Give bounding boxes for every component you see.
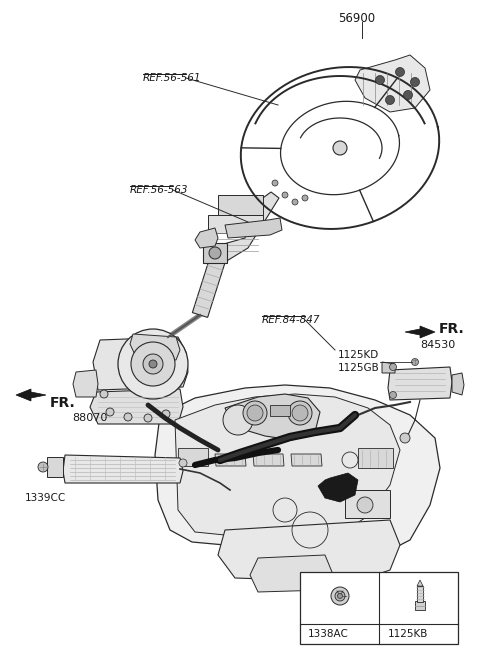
Circle shape (385, 96, 395, 104)
Polygon shape (225, 218, 282, 238)
Circle shape (106, 408, 114, 416)
Bar (47, 457, 63, 477)
Text: FR.: FR. (439, 322, 465, 336)
Polygon shape (253, 454, 284, 466)
Circle shape (100, 390, 108, 398)
Polygon shape (405, 326, 435, 338)
Circle shape (223, 405, 253, 435)
Circle shape (209, 247, 221, 259)
Polygon shape (225, 394, 320, 440)
Circle shape (411, 358, 419, 366)
Circle shape (282, 192, 288, 198)
Circle shape (389, 364, 396, 370)
Bar (178, 448, 208, 466)
Circle shape (410, 78, 420, 86)
Circle shape (179, 459, 187, 467)
Circle shape (124, 413, 132, 421)
Circle shape (118, 329, 188, 399)
Polygon shape (452, 373, 464, 395)
Bar (203, 243, 227, 263)
Circle shape (400, 433, 410, 443)
Polygon shape (63, 455, 183, 483)
Circle shape (131, 342, 175, 386)
Polygon shape (192, 249, 228, 317)
Circle shape (243, 401, 267, 425)
Polygon shape (73, 370, 98, 397)
Circle shape (292, 405, 308, 421)
Circle shape (357, 497, 373, 513)
Bar (358, 448, 393, 468)
Circle shape (292, 199, 298, 205)
Polygon shape (155, 385, 440, 562)
Polygon shape (417, 580, 423, 586)
Polygon shape (175, 394, 400, 545)
Circle shape (333, 141, 347, 155)
Bar (415, 601, 425, 610)
Circle shape (396, 68, 405, 76)
Text: FR.: FR. (50, 396, 76, 410)
Text: 1125KD: 1125KD (338, 350, 379, 360)
Circle shape (149, 360, 157, 368)
Circle shape (272, 180, 278, 186)
Polygon shape (130, 334, 180, 360)
Bar (300, 572, 458, 644)
Bar (218, 195, 263, 215)
Polygon shape (90, 389, 183, 424)
Polygon shape (318, 473, 358, 502)
Circle shape (337, 593, 343, 599)
Polygon shape (93, 337, 188, 390)
Polygon shape (250, 555, 332, 592)
Text: REF.56-561: REF.56-561 (143, 73, 202, 83)
Circle shape (335, 591, 345, 601)
Polygon shape (218, 520, 400, 582)
Text: 1125KB: 1125KB (388, 629, 428, 639)
Polygon shape (16, 389, 46, 401)
Polygon shape (205, 192, 279, 265)
Text: 56900: 56900 (338, 11, 375, 25)
Bar (345, 490, 390, 518)
Circle shape (375, 76, 384, 84)
Circle shape (389, 392, 396, 398)
Polygon shape (195, 228, 218, 248)
Bar (270, 405, 290, 416)
Circle shape (247, 405, 263, 421)
Polygon shape (215, 454, 246, 466)
Polygon shape (388, 367, 452, 400)
Circle shape (144, 414, 152, 422)
Text: 1125GB: 1125GB (338, 363, 380, 373)
Bar (208, 215, 263, 233)
Text: 1339CC: 1339CC (25, 493, 66, 503)
Text: 1338AC: 1338AC (308, 629, 349, 639)
Text: 84530: 84530 (420, 340, 455, 350)
Polygon shape (355, 55, 430, 112)
Polygon shape (382, 362, 395, 373)
Circle shape (404, 90, 412, 100)
Polygon shape (291, 454, 322, 466)
Text: REF.56-563: REF.56-563 (130, 185, 189, 195)
Text: 88070: 88070 (72, 413, 108, 423)
Bar (417, 586, 423, 602)
Circle shape (288, 401, 312, 425)
Circle shape (143, 354, 163, 374)
Circle shape (331, 587, 349, 605)
Circle shape (302, 195, 308, 201)
Circle shape (162, 410, 170, 418)
Text: REF.84-847: REF.84-847 (262, 315, 321, 325)
Circle shape (38, 462, 48, 472)
